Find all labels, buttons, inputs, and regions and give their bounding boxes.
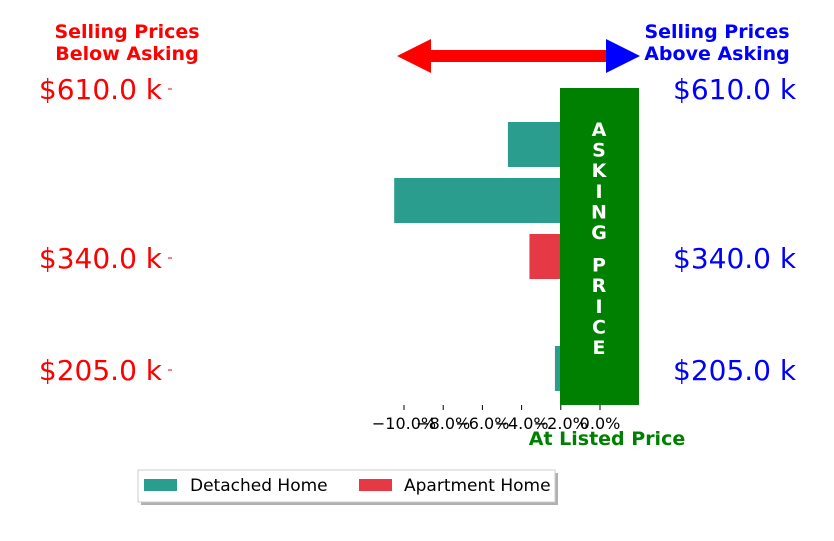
legend-label-detached: Detached Home (190, 476, 328, 496)
band-letter: P (592, 255, 606, 277)
right-title-line2: Above Asking (644, 43, 790, 65)
x-tick-label: −10.0% (372, 414, 436, 433)
at-listed-price-label: At Listed Price (529, 428, 685, 450)
price-label-left: $610.0 k (39, 73, 163, 106)
right-title-line1: Selling Prices (644, 21, 789, 43)
arrow-head-left (397, 39, 431, 73)
legend-swatch-detached (144, 479, 177, 491)
arrow-head-right (606, 39, 640, 73)
band-letter: C (592, 316, 606, 338)
band-letter: N (591, 201, 607, 223)
band-letter: G (591, 222, 607, 244)
price-label-right: $340.0 k (673, 242, 797, 275)
band-letter: E (593, 337, 606, 359)
band-letter: I (595, 181, 602, 203)
x-tick-label: −4.0% (495, 414, 549, 433)
x-tick-label: 0.0% (580, 414, 621, 433)
arrow-shaft (428, 50, 610, 62)
legend-box (137, 469, 556, 503)
legend-label-apartment: Apartment Home (404, 476, 551, 496)
left-title-line2: Below Asking (55, 43, 198, 65)
price-label-right: $610.0 k (673, 73, 797, 106)
direction-arrow-icon (397, 39, 640, 73)
price-labels: $610.0 k $610.0 k $340.0 k $340.0 k $205.0 k… (39, 73, 797, 387)
legend: Detached Home Apartment Home (137, 469, 558, 505)
band-letter: S (592, 140, 606, 162)
band-letter: R (592, 275, 607, 297)
x-tick-label: −2.0% (534, 414, 588, 433)
left-title-line1: Selling Prices (54, 21, 199, 43)
band-letter: A (592, 119, 607, 141)
price-label-left: $340.0 k (39, 242, 163, 275)
band-letter: I (595, 296, 602, 318)
asking-price-band (560, 88, 639, 405)
price-label-right: $205.0 k (673, 354, 797, 387)
price-label-left: $205.0 k (39, 354, 163, 387)
x-tick-label: −8.0% (416, 414, 470, 433)
x-tick-label: −6.0% (455, 414, 509, 433)
legend-swatch-apartment (359, 479, 392, 491)
x-axis: −10.0%−8.0%−6.0%−4.0%−2.0%0.0% (372, 405, 620, 433)
band-letter: K (592, 160, 608, 182)
